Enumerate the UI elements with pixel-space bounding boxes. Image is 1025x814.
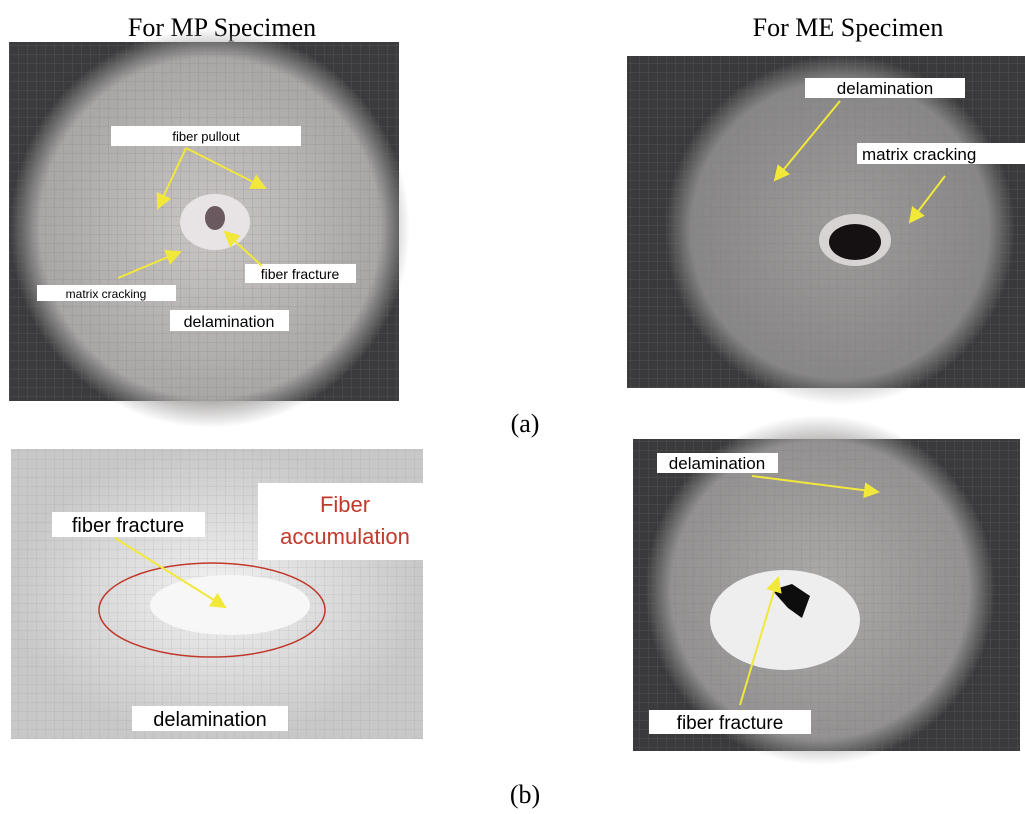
annotation: fiber fracture <box>261 266 340 282</box>
annotation: Fiber <box>320 492 370 517</box>
caption: (b) <box>510 780 540 809</box>
photo-panel: fiber fracture Fiber accumulation delami… <box>11 449 423 739</box>
annotation: accumulation <box>280 524 410 549</box>
annotation: fiber fracture <box>72 515 184 537</box>
annotation: delamination <box>669 454 765 473</box>
annotation: delamination <box>153 709 266 731</box>
annotation: delamination <box>184 314 275 331</box>
annotation: matrix cracking <box>66 287 147 301</box>
annotation: delamination <box>837 79 933 98</box>
annotation: fiber pullout <box>172 129 240 144</box>
photo-panel: delamination matrix cracking <box>627 55 1025 405</box>
annotation: matrix cracking <box>862 145 976 164</box>
annotation: fiber fracture <box>677 713 784 734</box>
header: For ME Specimen <box>753 13 944 42</box>
photo-panel: delamination fiber fracture <box>633 415 1020 765</box>
caption: (a) <box>511 409 540 438</box>
photo-panel: fiber pullout matrix cracking fiber frac… <box>9 28 410 428</box>
